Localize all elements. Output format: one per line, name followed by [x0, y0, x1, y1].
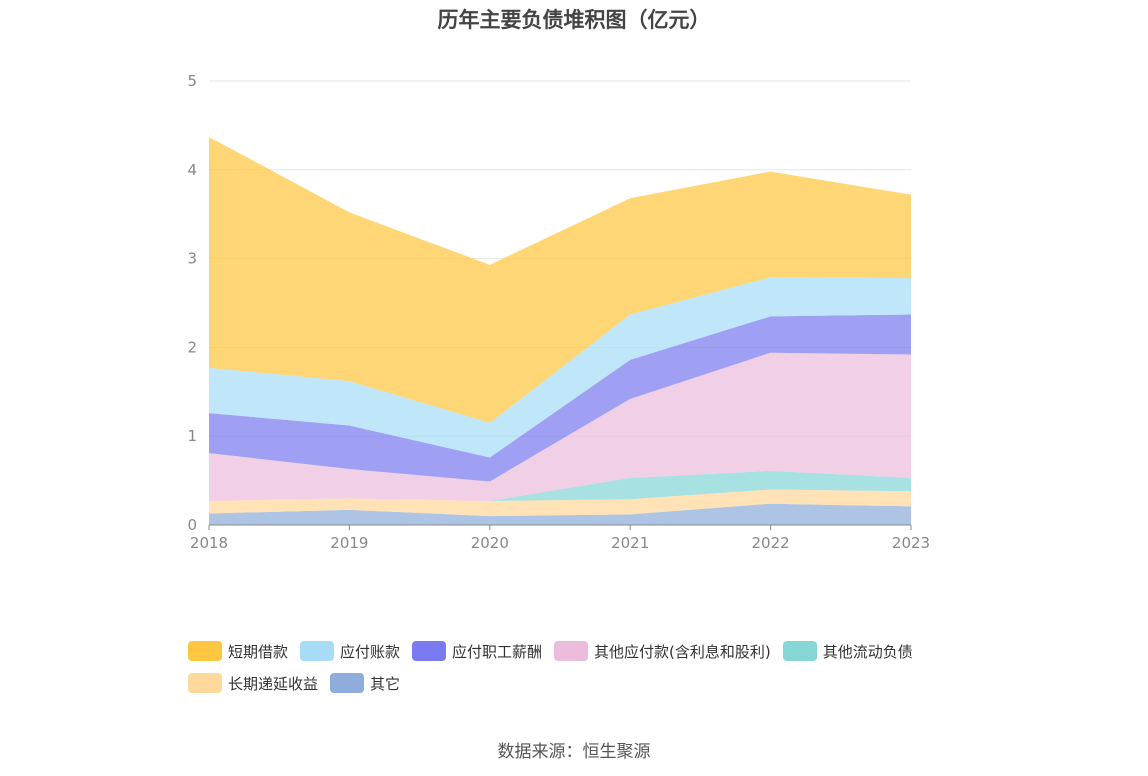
area-5[interactable] [209, 277, 911, 458]
area-6[interactable] [209, 136, 911, 423]
legend-label: 应付账款 [340, 642, 401, 661]
x-tick-label: 2022 [752, 534, 790, 552]
y-tick-label: 3 [187, 250, 197, 268]
legend-label: 其他流动负债 [822, 642, 913, 661]
legend-swatch [782, 641, 817, 661]
area-0[interactable] [209, 503, 911, 525]
y-tick-label: 4 [187, 161, 197, 179]
axes: 0 1 2 3 4 5 2018 2019 2020 2021 2022 2023 [187, 72, 930, 552]
y-tick-label: 5 [187, 72, 197, 90]
x-tick-label: 2018 [190, 534, 228, 552]
area-2[interactable] [209, 470, 911, 502]
legend-label: 其他应付款(含利息和股利) [594, 642, 771, 661]
legend-swatch [554, 641, 589, 661]
legend-swatch [412, 641, 447, 661]
legend-label: 长期递延收益 [228, 674, 319, 693]
legend-item[interactable]: 长期递延收益 [188, 672, 318, 694]
legend-swatch [188, 673, 222, 693]
legend-item[interactable]: 应付职工薪酬 [412, 640, 542, 662]
area-series [209, 136, 911, 525]
legend-item[interactable]: 其他应付款(含利息和股利) [554, 640, 771, 662]
legend-item[interactable]: 其它 [330, 672, 400, 694]
legend-item[interactable]: 其他流动负债 [782, 640, 913, 662]
legend-label: 短期借款 [228, 642, 289, 661]
legend-swatch [330, 673, 365, 693]
x-tick-label: 2021 [611, 534, 649, 552]
area-1[interactable] [209, 489, 911, 517]
legend-item[interactable]: 短期借款 [188, 640, 288, 662]
source-note: 数据来源：恒生聚源 [497, 742, 651, 762]
legend-swatch [300, 641, 335, 661]
area-4[interactable] [209, 314, 911, 482]
area-3[interactable] [209, 352, 911, 502]
x-tick-label: 2023 [892, 534, 930, 552]
stacked-area-chart: 0 1 2 3 4 5 2018 2019 2020 2021 2022 2023 [187, 72, 930, 552]
y-tick-label: 0 [187, 516, 197, 534]
legend: 短期借款 应付账款 应付职工薪酬 其他应付款(含利息和股利) 其他流动负债长期递延收益 其… [188, 640, 978, 694]
legend-swatch [188, 641, 222, 661]
y-tick-label: 2 [187, 338, 197, 356]
y-tick-label: 1 [187, 427, 197, 445]
legend-item[interactable]: 应付账款 [300, 640, 400, 662]
legend-label: 应付职工薪酬 [452, 642, 543, 661]
x-tick-label: 2019 [330, 534, 368, 552]
legend-label: 其它 [370, 674, 401, 693]
chart-title: 历年主要负债堆积图（亿元） [437, 8, 711, 32]
x-tick-label: 2020 [471, 534, 509, 552]
